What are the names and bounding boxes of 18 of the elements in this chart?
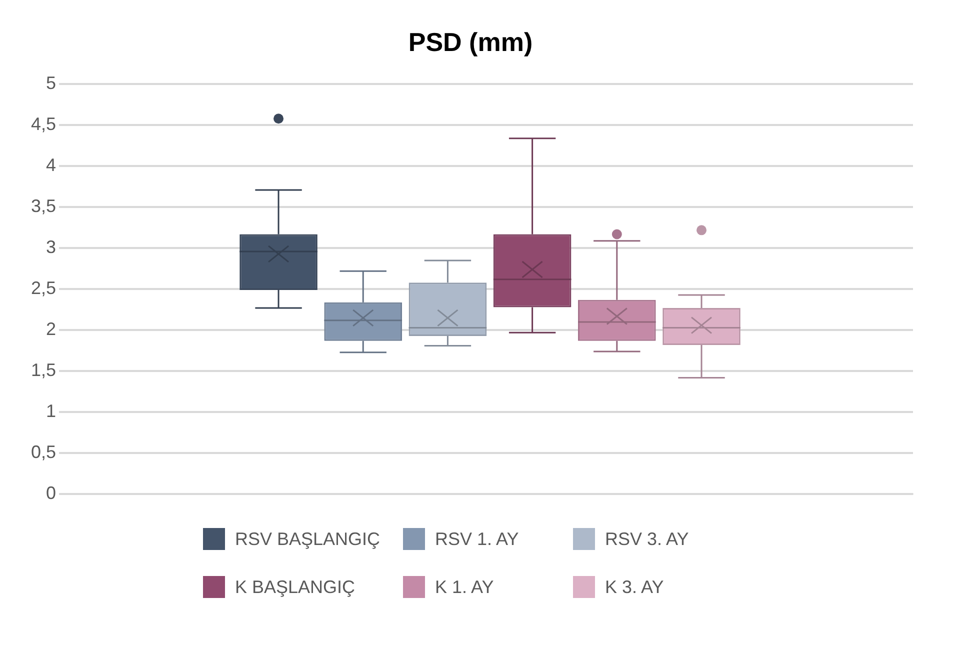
legend-label: RSV BAŞLANGIÇ: [235, 528, 380, 550]
y-tick-label: 3,5: [30, 196, 56, 216]
legend-label: K 1. AY: [435, 576, 494, 598]
y-tick-label: 4,5: [30, 114, 56, 134]
chart-title: PSD (mm): [408, 26, 533, 57]
legend-label: K 3. AY: [605, 576, 664, 598]
y-tick-label: 1,5: [30, 360, 56, 380]
y-tick-label: 4: [46, 155, 56, 176]
y-tick-label: 5: [46, 73, 56, 94]
y-tick-label: 3: [46, 237, 56, 258]
y-tick-label: 2: [46, 319, 56, 340]
legend-label: RSV 1. AY: [435, 528, 519, 550]
legend-label: K BAŞLANGIÇ: [235, 576, 356, 598]
y-tick-label: 1: [46, 401, 56, 422]
y-tick-label: 0: [46, 483, 56, 504]
y-tick-label: 2,5: [30, 278, 56, 298]
legend-label: RSV 3. AY: [605, 528, 689, 550]
y-tick-label: 0,5: [30, 442, 56, 462]
